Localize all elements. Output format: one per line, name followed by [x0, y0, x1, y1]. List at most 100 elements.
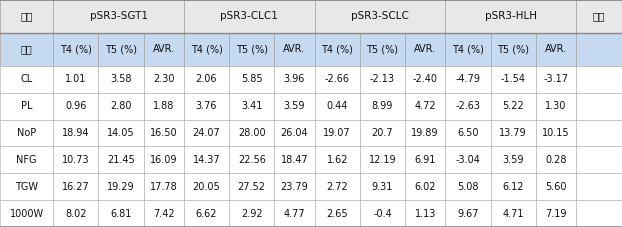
Text: 6.02: 6.02 [414, 182, 436, 192]
Bar [445, 93, 491, 120]
Text: -3.17: -3.17 [544, 74, 569, 84]
Text: -2.66: -2.66 [325, 74, 350, 84]
Bar [144, 66, 184, 93]
Bar [315, 120, 360, 146]
Bar [274, 120, 315, 146]
Text: 27.52: 27.52 [238, 182, 266, 192]
Bar [576, 120, 622, 146]
Text: 5.85: 5.85 [241, 74, 262, 84]
Bar [0, 200, 53, 227]
Text: 6.12: 6.12 [503, 182, 524, 192]
Text: 2.72: 2.72 [327, 182, 348, 192]
Text: 0.96: 0.96 [65, 101, 86, 111]
Bar [576, 200, 622, 227]
Text: 5.22: 5.22 [503, 101, 524, 111]
Bar [405, 200, 445, 227]
Bar [98, 66, 144, 93]
Bar [576, 66, 622, 93]
Bar [491, 146, 536, 173]
Text: 1.88: 1.88 [153, 101, 174, 111]
Text: 2.65: 2.65 [327, 209, 348, 219]
Text: T4 (%): T4 (%) [452, 44, 484, 54]
Bar [144, 120, 184, 146]
Bar [576, 93, 622, 120]
Text: 6.81: 6.81 [110, 209, 132, 219]
Text: 비고: 비고 [593, 11, 605, 22]
Bar [144, 173, 184, 200]
Bar [536, 120, 576, 146]
Bar [405, 173, 445, 200]
Text: T5 (%): T5 (%) [497, 44, 529, 54]
Bar [405, 120, 445, 146]
Bar [315, 146, 360, 173]
Bar [405, 146, 445, 173]
Bar [360, 173, 405, 200]
Text: 6.50: 6.50 [457, 128, 479, 138]
Bar [315, 200, 360, 227]
Bar [98, 33, 144, 66]
Bar [315, 33, 360, 66]
Bar [229, 33, 274, 66]
Text: 19.07: 19.07 [323, 128, 351, 138]
Text: 16.27: 16.27 [62, 182, 90, 192]
Text: -4.79: -4.79 [455, 74, 480, 84]
Text: T4 (%): T4 (%) [190, 44, 223, 54]
Bar [0, 146, 53, 173]
Text: 14.37: 14.37 [193, 155, 220, 165]
Bar [360, 33, 405, 66]
Bar [144, 200, 184, 227]
Text: 23.79: 23.79 [281, 182, 309, 192]
Text: CL: CL [21, 74, 33, 84]
Bar [315, 0, 445, 33]
Text: -3.04: -3.04 [455, 155, 480, 165]
Text: pSR3-CLC1: pSR3-CLC1 [220, 11, 278, 22]
Bar [491, 200, 536, 227]
Bar [53, 173, 98, 200]
Text: 1.30: 1.30 [545, 101, 567, 111]
Text: -2.13: -2.13 [370, 74, 395, 84]
Bar [144, 146, 184, 173]
Text: 5.60: 5.60 [545, 182, 567, 192]
Text: 2.30: 2.30 [153, 74, 175, 84]
Bar [0, 93, 53, 120]
Bar [98, 173, 144, 200]
Bar [360, 66, 405, 93]
Text: 19.89: 19.89 [411, 128, 439, 138]
Bar [576, 33, 622, 66]
Bar [360, 200, 405, 227]
Bar [0, 33, 53, 66]
Text: T5 (%): T5 (%) [105, 44, 137, 54]
Bar [53, 66, 98, 93]
Bar [184, 0, 315, 33]
Bar [445, 66, 491, 93]
Bar [229, 120, 274, 146]
Bar [229, 66, 274, 93]
Text: 10.73: 10.73 [62, 155, 90, 165]
Bar [184, 173, 229, 200]
Bar [229, 173, 274, 200]
Text: 8.99: 8.99 [372, 101, 393, 111]
Bar [98, 200, 144, 227]
Text: 6.62: 6.62 [196, 209, 217, 219]
Text: 4.71: 4.71 [503, 209, 524, 219]
Text: 12.19: 12.19 [369, 155, 396, 165]
Text: 4.77: 4.77 [284, 209, 305, 219]
Bar [274, 66, 315, 93]
Bar [536, 146, 576, 173]
Bar [184, 146, 229, 173]
Text: 10.15: 10.15 [542, 128, 570, 138]
Bar [536, 173, 576, 200]
Bar [491, 93, 536, 120]
Text: 3.41: 3.41 [241, 101, 262, 111]
Bar [229, 93, 274, 120]
Text: 1.62: 1.62 [327, 155, 348, 165]
Text: 13.79: 13.79 [499, 128, 527, 138]
Text: 18.47: 18.47 [281, 155, 309, 165]
Bar [315, 66, 360, 93]
Text: 21.45: 21.45 [107, 155, 135, 165]
Bar [53, 33, 98, 66]
Bar [144, 33, 184, 66]
Bar [536, 66, 576, 93]
Bar [53, 0, 184, 33]
Bar [98, 146, 144, 173]
